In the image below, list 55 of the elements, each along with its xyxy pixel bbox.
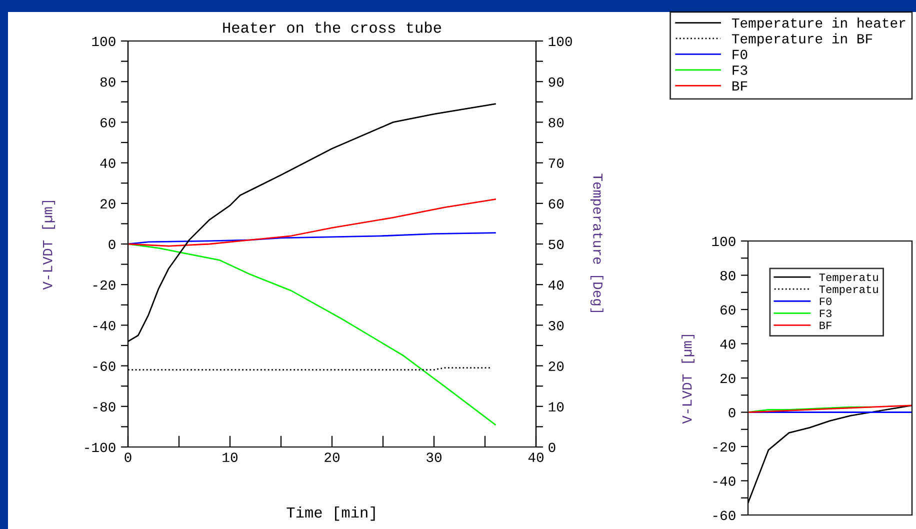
y-tick-label: 60 <box>720 305 736 315</box>
y2-tick-label: 50 <box>548 240 564 250</box>
chart-title: Heater on the cross tube <box>223 22 441 33</box>
y2-tick-label: 100 <box>548 36 572 46</box>
x-tick-label: 10 <box>222 452 238 462</box>
y-tick-label: 20 <box>720 374 736 384</box>
y2-tick-label: 40 <box>548 280 564 290</box>
x-axis-title: Time [min] <box>286 506 375 521</box>
y2-tick-label: 20 <box>548 362 564 371</box>
legend-label: F0 <box>820 298 832 306</box>
y-tick-label: 80 <box>720 270 736 280</box>
legend-label: BF <box>732 81 748 91</box>
y-tick-label: 0 <box>728 408 736 418</box>
y2-axis-title: Temperature [Deg] <box>590 174 604 312</box>
x-tick-label: 20 <box>324 452 340 462</box>
y2-tick-label: 0 <box>548 442 556 452</box>
line-series <box>128 243 496 426</box>
y-tick-label: -40 <box>93 320 116 330</box>
y2-tick-label: 30 <box>548 320 564 330</box>
legend-label: Temperature in BF <box>732 33 872 46</box>
legend-label: F3 <box>820 310 832 318</box>
y-tick-label: 40 <box>720 339 736 349</box>
y-tick-label: 100 <box>92 36 116 46</box>
y-tick-label: -20 <box>93 280 116 290</box>
legend-label: Temperature in heater <box>732 18 906 31</box>
x-tick-label: 0 <box>124 452 132 462</box>
y-axis-title: V-LVDT [µm] <box>42 200 56 290</box>
y2-tick-label: 60 <box>548 199 564 209</box>
line-series <box>128 198 496 247</box>
line-series <box>748 404 912 413</box>
y2-tick-label: 90 <box>548 77 564 87</box>
x-tick-label: 40 <box>528 452 544 462</box>
y-tick-label: 100 <box>712 236 736 246</box>
y-tick-label: -60 <box>93 362 116 371</box>
y-tick-label: -20 <box>713 442 736 452</box>
y-tick-label: -60 <box>713 510 736 520</box>
y-tick-label: -80 <box>93 402 116 412</box>
y-tick-label: -40 <box>713 476 736 486</box>
legend-label: BF <box>820 322 832 330</box>
line-series <box>128 232 496 245</box>
y-tick-label: -100 <box>85 442 116 452</box>
legend-label: Temperatu <box>819 286 878 296</box>
y2-tick-label: 70 <box>548 158 564 168</box>
y-tick-label: 20 <box>100 199 116 209</box>
y-tick-label: 0 <box>108 240 116 250</box>
y-tick-label: 80 <box>100 77 116 87</box>
legend-label: Temperatu <box>819 274 878 284</box>
legend-label: F3 <box>732 66 748 75</box>
y-tick-label: 60 <box>100 118 116 128</box>
y2-tick-label: 10 <box>548 402 564 412</box>
y-axis-title: V-LVDT [µm] <box>682 334 695 424</box>
y-tick-label: 40 <box>100 158 116 168</box>
y2-tick-label: 80 <box>548 118 564 128</box>
legend-label: F0 <box>732 50 748 60</box>
x-tick-label: 30 <box>426 452 442 462</box>
